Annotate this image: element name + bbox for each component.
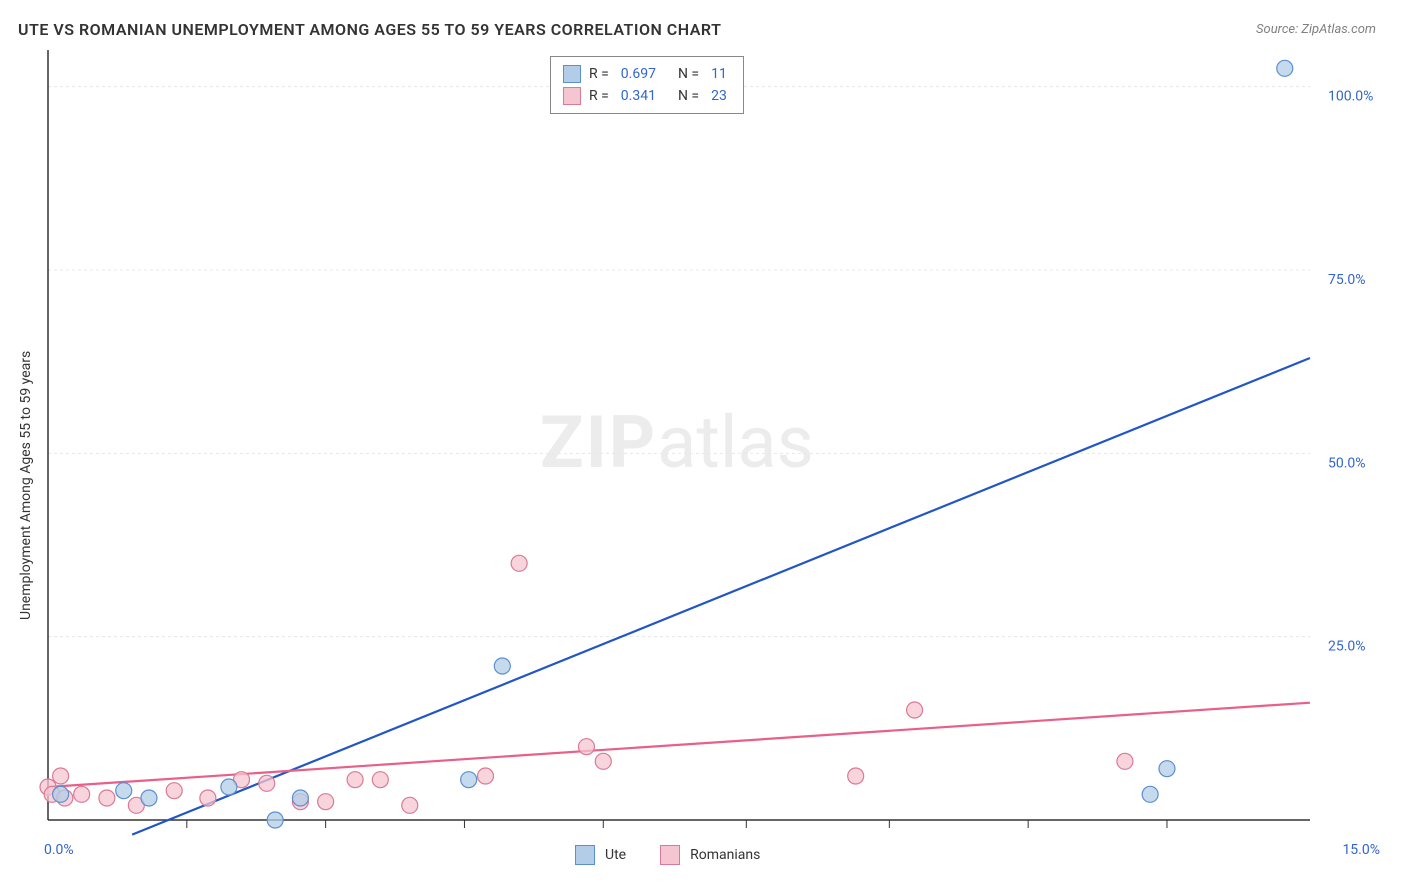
data-point <box>74 786 90 802</box>
legend-label: Ute <box>605 847 626 863</box>
data-point <box>200 790 216 806</box>
data-point <box>141 790 157 806</box>
legend-swatch <box>563 87 581 105</box>
y-tick-label: 100.0% <box>1328 89 1373 105</box>
n-value: 23 <box>711 88 727 104</box>
y-tick-label: 75.0% <box>1328 272 1366 288</box>
n-value: 11 <box>711 66 727 82</box>
data-point <box>494 658 510 674</box>
stats-legend: R = 0.697 N = 11 R = 0.341 N = 23 <box>550 56 744 114</box>
chart-svg: 25.0% 50.0% 75.0% 100.0% 0.0% 15.0% <box>0 0 1406 892</box>
data-point <box>1142 786 1158 802</box>
data-point <box>1159 761 1175 777</box>
n-label: N = <box>678 88 699 104</box>
data-point <box>1117 753 1133 769</box>
data-point <box>1277 60 1293 76</box>
data-point <box>402 797 418 813</box>
data-point <box>116 783 132 799</box>
data-point <box>166 783 182 799</box>
data-point <box>595 753 611 769</box>
stats-legend-row: R = 0.341 N = 23 <box>563 85 731 107</box>
data-point <box>259 775 275 791</box>
data-point <box>53 786 69 802</box>
data-point <box>461 772 477 788</box>
stats-legend-row: R = 0.697 N = 11 <box>563 63 731 85</box>
data-point <box>99 790 115 806</box>
series-legend: Ute Romanians <box>575 845 784 865</box>
legend-swatch <box>575 845 595 865</box>
x-tick-label: 0.0% <box>44 842 74 858</box>
x-tick-label: 15.0% <box>1342 842 1380 858</box>
legend-label: Romanians <box>690 847 760 863</box>
data-point <box>267 812 283 828</box>
chart-container: UTE VS ROMANIAN UNEMPLOYMENT AMONG AGES … <box>0 0 1406 892</box>
data-point <box>511 555 527 571</box>
regression-line <box>132 358 1310 835</box>
data-point <box>318 794 334 810</box>
r-value: 0.341 <box>621 88 656 104</box>
data-point <box>578 739 594 755</box>
data-point <box>848 768 864 784</box>
data-point <box>477 768 493 784</box>
data-point <box>372 772 388 788</box>
data-point <box>347 772 363 788</box>
legend-swatch <box>660 845 680 865</box>
r-label: R = <box>589 88 609 104</box>
data-point <box>53 768 69 784</box>
r-value: 0.697 <box>621 66 656 82</box>
data-point <box>221 779 237 795</box>
y-tick-label: 25.0% <box>1328 639 1366 655</box>
n-label: N = <box>678 66 699 82</box>
data-point <box>292 790 308 806</box>
r-label: R = <box>589 66 609 82</box>
data-point <box>907 702 923 718</box>
legend-swatch <box>563 65 581 83</box>
y-tick-label: 50.0% <box>1328 455 1366 471</box>
